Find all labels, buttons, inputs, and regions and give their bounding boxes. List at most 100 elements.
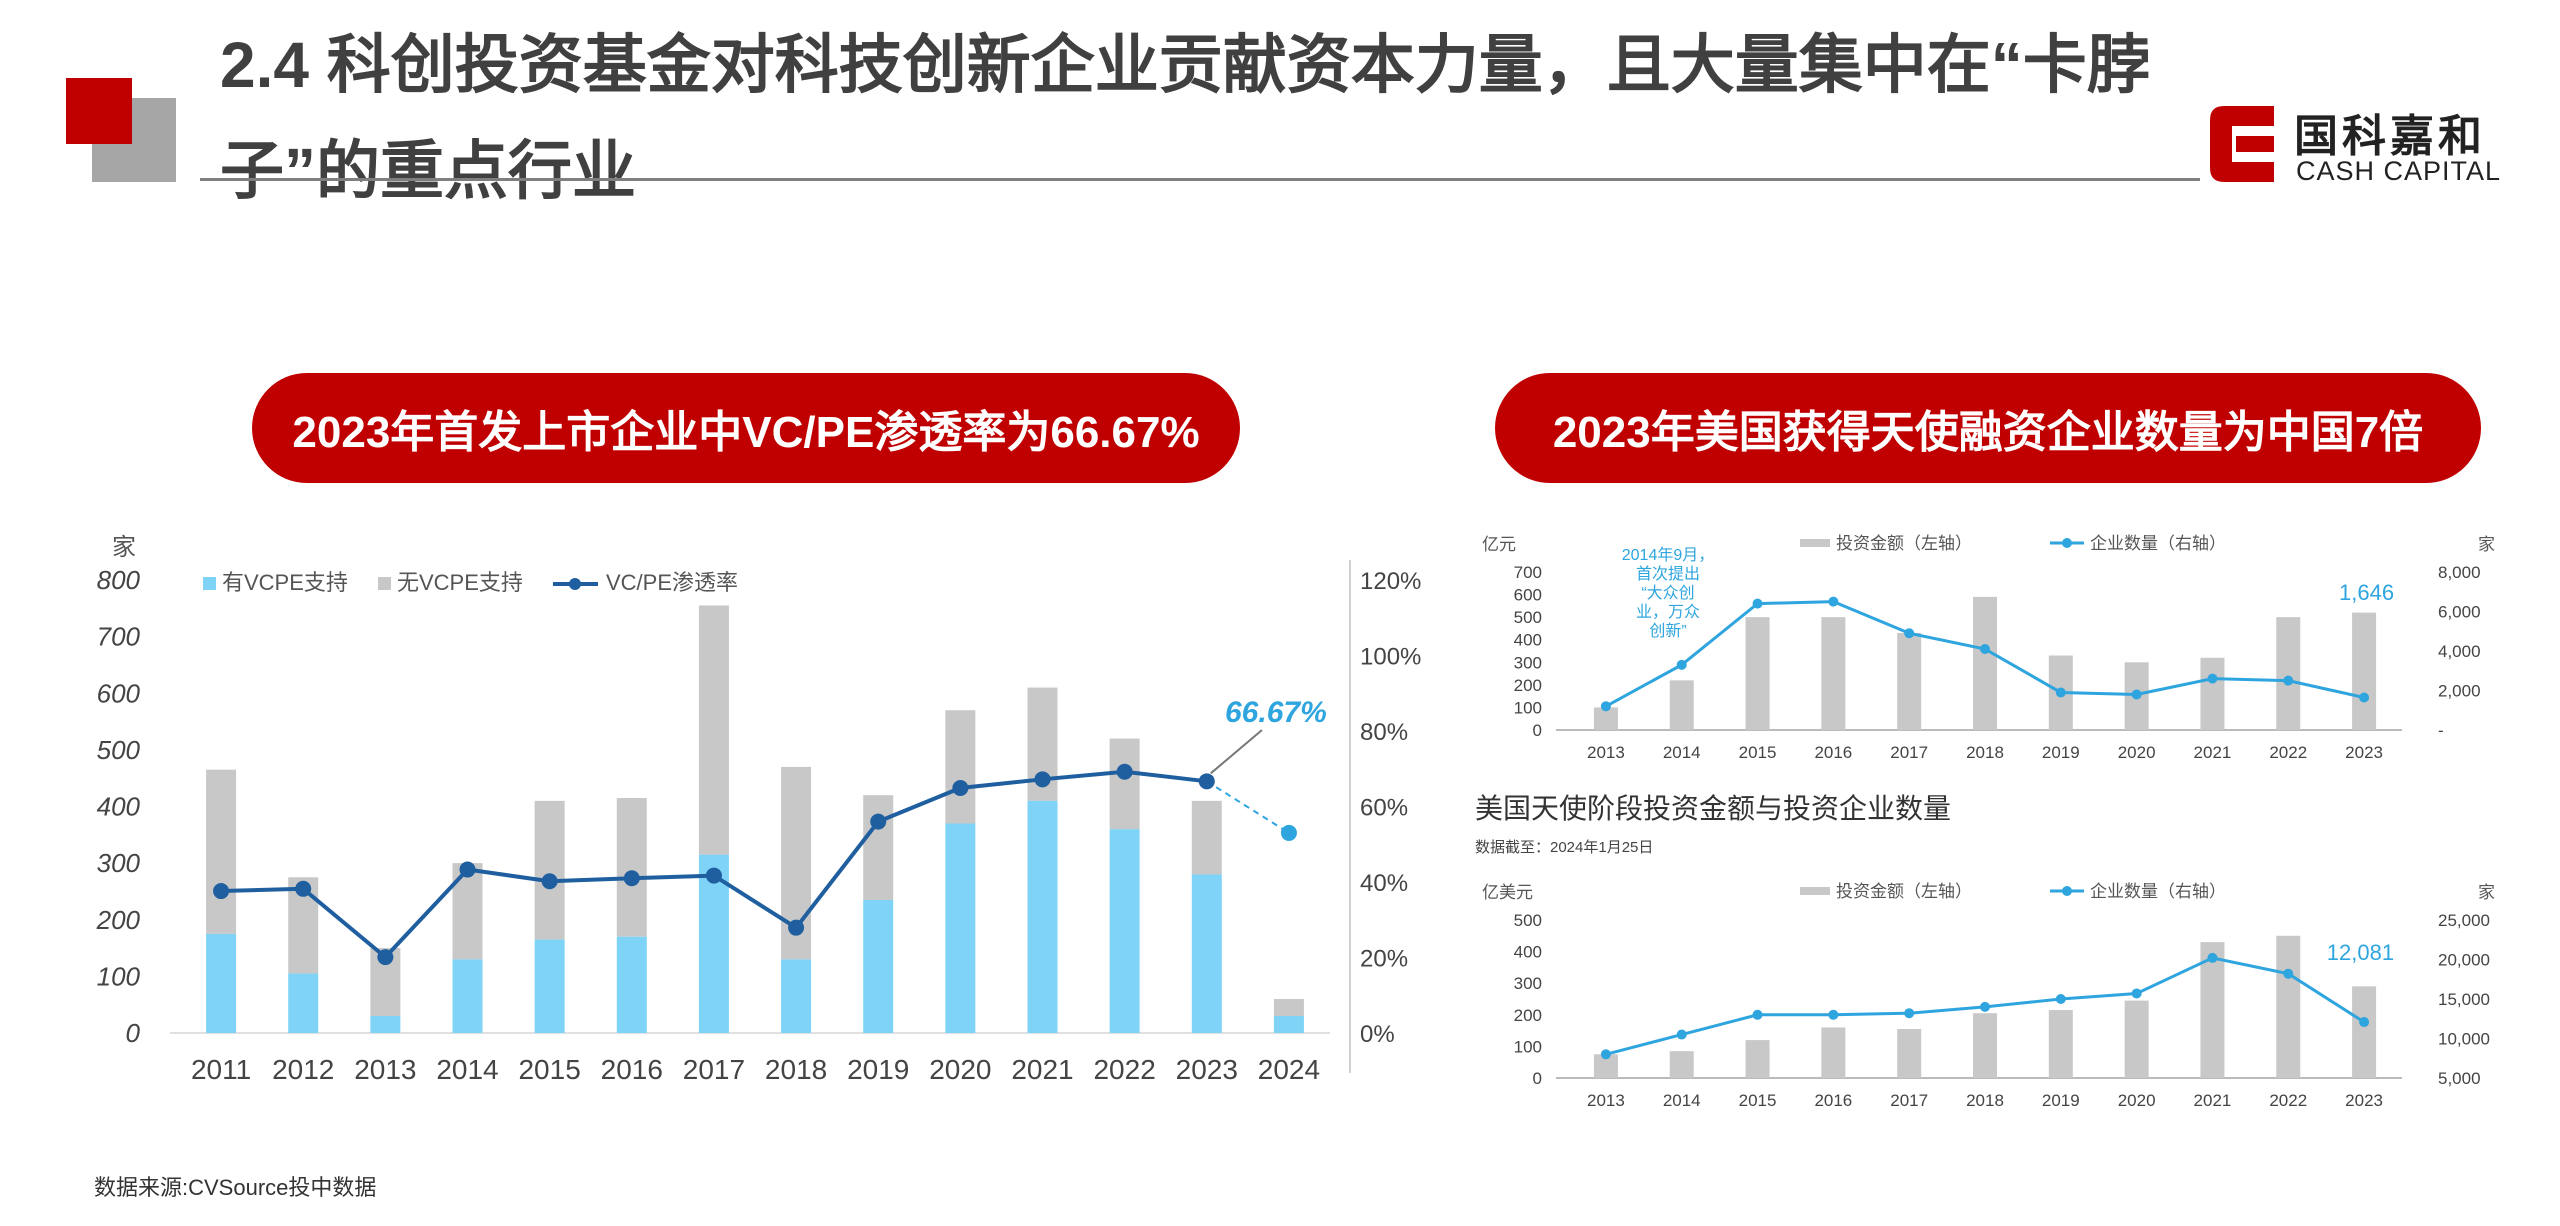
penetration-point — [1280, 824, 1297, 841]
bar-investment-amount — [1973, 596, 1997, 730]
bar-investment-amount — [1745, 617, 1770, 730]
penetration-point — [1116, 763, 1133, 780]
bar-no-vcpe — [206, 769, 237, 934]
x-tick-label: 2021 — [2194, 1091, 2232, 1110]
bar-no-vcpe — [616, 798, 647, 937]
bar-investment-amount — [2124, 1000, 2149, 1078]
bar-investment-amount — [1593, 707, 1618, 730]
y2-tick-label: 100% — [1360, 644, 1421, 671]
bar-vcpe — [534, 939, 565, 1033]
data-source-note: 数据来源:CVSource投中数据 — [94, 1175, 377, 1200]
bar-vcpe — [945, 823, 976, 1033]
penetration-point — [213, 883, 230, 900]
y2-tick-label: 0% — [1360, 1021, 1395, 1048]
x-tick-label: 2013 — [354, 1054, 416, 1085]
y-tick-label: 0 — [126, 1018, 141, 1048]
company-count-point — [2359, 692, 2370, 703]
y2-tick-label: 60% — [1360, 795, 1408, 822]
right-headline-pill: 2023年美国获得天使融资企业数量为中国7倍 — [1495, 373, 2481, 483]
bar-vcpe — [698, 854, 729, 1033]
x-tick-label: 2017 — [683, 1054, 745, 1085]
logo-mark-icon — [2210, 106, 2274, 182]
company-count-point — [2207, 952, 2218, 963]
bar-no-vcpe — [1273, 999, 1304, 1017]
logo-english-name: CASH CAPITAL — [2296, 156, 2502, 186]
company-count-point — [1980, 1001, 1990, 1012]
bar-investment-amount — [2276, 935, 2301, 1078]
penetration-point — [705, 867, 722, 884]
y-tick-label: 0 — [1533, 1069, 1542, 1088]
legend-label: VC/PE渗透率 — [606, 570, 738, 595]
bar-no-vcpe — [945, 710, 976, 824]
legend-label: 企业数量（右轴） — [2090, 534, 2226, 553]
bar-vcpe — [206, 933, 237, 1033]
bar-vcpe — [616, 936, 647, 1033]
penetration-point — [1034, 771, 1051, 788]
legend-swatch-no-vcpe — [378, 577, 391, 590]
y2-tick-label: 120% — [1360, 568, 1421, 595]
x-tick-label: 2014 — [1663, 1091, 1701, 1110]
y-tick-label: 0 — [1533, 721, 1542, 740]
bar-investment-amount — [1821, 617, 1846, 730]
company-count-point — [1600, 701, 1611, 712]
annotation-leader — [1210, 729, 1263, 775]
x-tick-label: 2020 — [2118, 743, 2156, 762]
x-tick-label: 2016 — [1814, 1091, 1852, 1110]
x-tick-label: 2017 — [1890, 743, 1928, 762]
bar-investment-amount — [1973, 1013, 1997, 1078]
y-tick-label: 400 — [97, 792, 141, 822]
x-tick-label: 2023 — [2345, 1091, 2383, 1110]
bar-no-vcpe — [1109, 738, 1140, 830]
y2-axis-unit: 家 — [2478, 535, 2495, 554]
company-count-point — [1828, 1009, 1839, 1020]
y-tick-label: 200 — [96, 905, 141, 935]
y2-tick-label: 4,000 — [2438, 642, 2481, 661]
policy-annotation: 2014年9月，首次提出“大众创业，万众创新” — [1622, 546, 1715, 640]
bar-vcpe — [781, 959, 812, 1033]
company-logo: 国科嘉和 CASH CAPITAL — [2210, 100, 2510, 192]
penetration-point — [788, 919, 805, 936]
y2-tick-label: 8,000 — [2438, 563, 2481, 582]
company-count-point — [2131, 988, 2142, 999]
company-count-point — [1676, 1029, 1687, 1040]
x-tick-label: 2015 — [1739, 743, 1777, 762]
y2-tick-label: 15,000 — [2438, 990, 2490, 1009]
x-tick-label: 2023 — [2345, 743, 2383, 762]
y2-tick-label: 80% — [1360, 719, 1408, 746]
penetration-point — [870, 813, 887, 830]
y2-tick-label: 25,000 — [2438, 911, 2490, 930]
x-tick-label: 2022 — [1093, 1054, 1155, 1085]
bar-no-vcpe — [1191, 800, 1222, 875]
x-tick-label: 2013 — [1587, 743, 1625, 762]
bar-investment-amount — [2200, 942, 2225, 1078]
title-underline — [200, 178, 2200, 181]
y-tick-label: 100 — [97, 961, 141, 991]
bar-investment-amount — [2048, 1010, 2073, 1078]
x-tick-label: 2018 — [765, 1054, 827, 1085]
us-chart-subtitle: 数据截至：2024年1月25日 — [1475, 839, 1653, 856]
y2-tick-label: 40% — [1360, 870, 1408, 897]
company-count-point — [1828, 596, 1839, 607]
x-tick-label: 2024 — [1258, 1054, 1320, 1085]
decorative-red-square — [66, 78, 132, 144]
left-headline-pill: 2023年首发上市企业中VC/PE渗透率为66.67% — [252, 373, 1240, 483]
y2-tick-label: 20,000 — [2438, 951, 2490, 970]
bar-vcpe — [452, 959, 483, 1033]
y2-tick-label: 6,000 — [2438, 603, 2481, 622]
us-chart-title: 美国天使阶段投资金额与投资企业数量 — [1475, 793, 1951, 824]
x-tick-label: 2015 — [1739, 1091, 1777, 1110]
x-tick-label: 2021 — [2194, 743, 2232, 762]
y-tick-label: 100 — [1514, 1037, 1542, 1056]
y-tick-label: 200 — [1514, 676, 1542, 695]
penetration-point — [459, 861, 476, 878]
penetration-point — [952, 780, 969, 797]
x-tick-label: 2021 — [1011, 1054, 1073, 1085]
legend-label: 无VCPE支持 — [397, 570, 523, 595]
y-tick-label: 100 — [1514, 698, 1542, 717]
company-count-point — [2283, 675, 2294, 686]
y-tick-label: 400 — [1514, 631, 1542, 650]
y2-tick-label: - — [2438, 721, 2444, 740]
bar-investment-amount — [1593, 1054, 1618, 1078]
y-tick-label: 300 — [97, 848, 141, 878]
